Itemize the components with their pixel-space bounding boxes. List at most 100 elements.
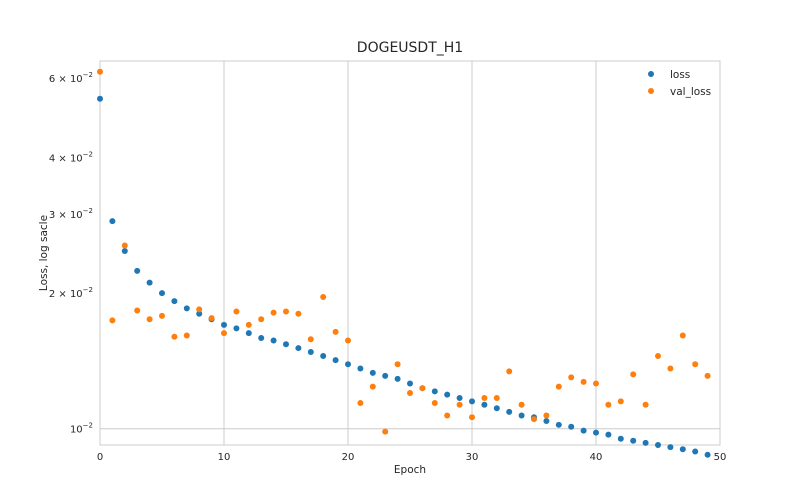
loss-point [283,341,289,348]
loss-point [357,365,364,372]
val-loss-point [332,328,339,335]
grid-lines [99,61,721,445]
val-loss-point [97,68,103,75]
val-loss-point [630,371,637,378]
loss-point [642,439,649,446]
loss-point [593,429,599,436]
val-loss-point [382,428,389,435]
x-tick-label: 0 [97,452,103,463]
loss-point [444,391,451,398]
loss-point [171,298,178,305]
val-loss-point [642,401,649,408]
val-loss-point [605,401,612,408]
loss-point [580,427,587,434]
val-loss-point [233,308,240,315]
loss-point [382,372,389,379]
val-loss-point [704,372,711,379]
loss-point [369,369,376,376]
loss-point [109,218,116,225]
loss-point [121,248,128,255]
loss-point [493,405,500,412]
val-loss-point [469,414,475,421]
val-loss-point [419,385,426,392]
loss-point [655,442,661,448]
val-loss-point [109,317,116,324]
val-loss-point [258,316,265,323]
val-loss-point [593,380,599,387]
val-loss-point [183,332,190,339]
loss-point [667,444,674,451]
val-loss-point [493,394,500,401]
x-axis-ticks: 0 10 20 30 40 50 [97,452,727,463]
val-loss-point [692,361,699,368]
y-tick-label: 6 × 10−2 [49,71,93,85]
val-loss-point [221,330,227,337]
loss-point [134,267,141,274]
val-loss-point [295,310,302,317]
loss-point [605,431,612,438]
loss-point [518,412,525,419]
val-loss-point [679,332,686,339]
val-loss-point [320,294,327,301]
loss-point [469,398,475,405]
loss-point [394,375,401,382]
val-loss-point [481,394,488,401]
val-loss-point [245,321,252,328]
x-tick-label: 50 [714,452,727,463]
loss-point [307,348,314,355]
val-loss-point [506,368,513,375]
loss-point [456,394,463,401]
loss-point [543,418,550,425]
val-loss-point [518,401,525,408]
loss-point [221,321,227,328]
series-val-loss [97,68,711,435]
val-loss-point [146,316,153,323]
loss-point [407,380,413,387]
y-tick-label: 3 × 10−2 [49,207,93,221]
loss-point [159,290,165,297]
loss-point [270,337,277,344]
val-loss-point [196,306,203,313]
chart-title: DOGEUSDT_H1 [357,40,463,56]
loss-point [555,421,562,428]
loss-point [568,423,575,430]
loss-point [692,448,699,455]
loss-point [630,437,637,444]
x-tick-label: 40 [590,452,603,463]
legend-label-val-loss: val_loss [670,86,711,98]
x-tick-label: 20 [342,452,355,463]
val-loss-point [394,361,401,368]
y-tick-label: 4 × 10−2 [49,150,93,164]
x-axis-label: Epoch [394,464,426,476]
val-loss-point [431,400,438,407]
plot-frame [99,60,721,446]
legend-marker-loss [648,71,654,77]
val-loss-point [531,416,537,423]
legend-label-loss: loss [670,69,690,81]
y-tick-label: 2 × 10−2 [49,286,93,300]
loss-point [146,279,153,286]
x-tick-label: 10 [218,452,231,463]
val-loss-point [617,398,624,405]
legend: loss val_loss [648,69,711,98]
loss-point [345,361,351,368]
loss-point [320,352,327,359]
y-tick-label: 10−2 [70,422,93,436]
loss-point [258,334,265,341]
loss-point [97,95,103,102]
val-loss-point [171,333,178,340]
loss-point [506,408,513,415]
val-loss-point [283,308,289,315]
loss-point [295,345,302,352]
loss-point [245,330,252,337]
loss-point [431,388,438,395]
val-loss-point [444,412,451,419]
val-loss-point [208,315,215,322]
legend-marker-val-loss [648,88,654,94]
val-loss-point [555,383,562,390]
loss-point [183,305,190,312]
val-loss-point [121,242,128,249]
loss-point [679,446,686,453]
loss-point [704,451,711,458]
